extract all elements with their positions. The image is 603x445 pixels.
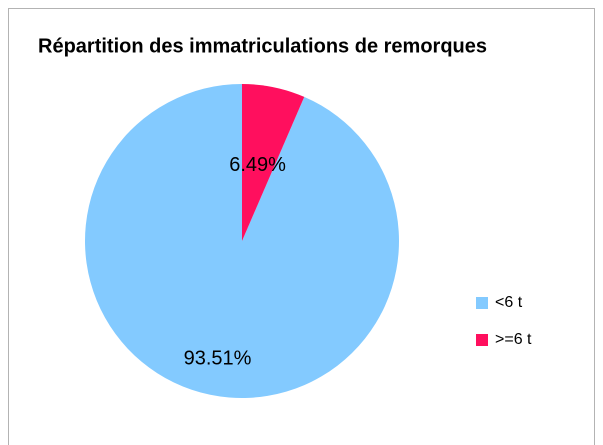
data-label: 6.49% [229,154,286,176]
data-label: 93.51% [184,348,252,370]
legend-label: >=6 t [495,331,532,348]
legend-label: <6 t [495,294,523,311]
legend-swatch [476,297,488,309]
pie-slice [242,84,305,241]
legend-swatch [476,334,488,346]
chart-title: Répartition des immatriculations de remo… [38,35,487,57]
pie-slice [85,84,400,399]
